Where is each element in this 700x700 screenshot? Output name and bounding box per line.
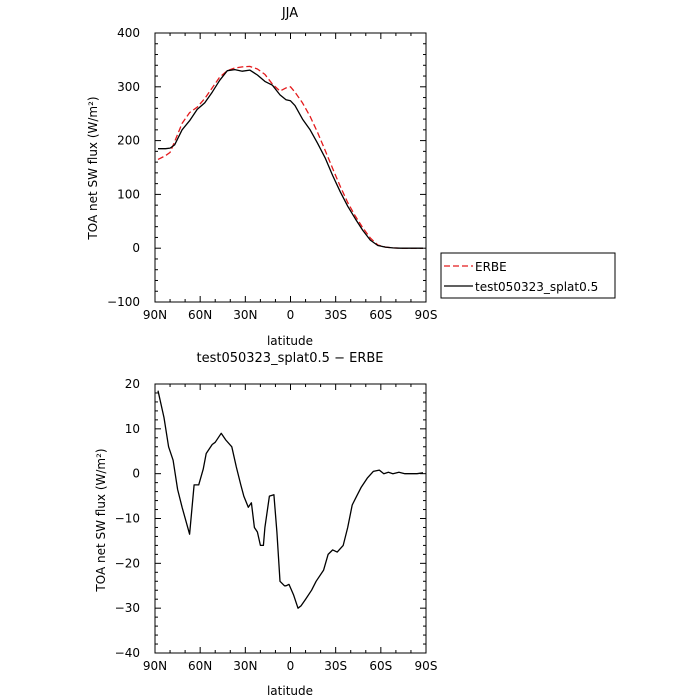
x-tick-label: 90N [143,659,167,673]
series-line-test050323-splat0-5 [158,68,423,249]
y-tick-label: 200 [117,134,140,148]
y-tick-label: −10 [115,512,140,526]
top-ticks: 90N 60N 30N 0 30S 60S 90S −100 0 100 200 300 400 [107,26,437,322]
series-line-erbe [157,65,423,249]
difference-line [157,390,424,609]
x-tick-label: 30S [324,659,347,673]
legend: ERBE test050323_splat0.5 [440,252,616,299]
bottom-series-lines [157,390,424,609]
y-tick-label: 10 [125,422,140,436]
y-tick-label: 0 [132,467,140,481]
x-tick-label: 30N [233,308,257,322]
x-tick-label: 60N [188,659,212,673]
top-series-lines [157,65,423,249]
top-plot-frame [154,32,427,303]
bottom-chart-title: test050323_splat0.5 − ERBE [196,351,383,366]
legend-label-erbe: ERBE [475,260,507,274]
x-tick-label: 90S [415,308,438,322]
top-y-axis-label: TOA net SW flux (W/m²) [86,96,100,240]
x-tick-label: 30N [233,659,257,673]
y-tick-label: −40 [115,646,140,660]
x-tick-label: 90S [415,659,438,673]
y-tick-label: −100 [107,295,140,309]
x-tick-label: 0 [287,308,295,322]
y-tick-label: −30 [115,601,140,615]
top-panel: JJA TOA net SW flux (W/m²) latitude 90N 6… [86,6,616,348]
bottom-x-axis-label: latitude [267,684,313,698]
y-tick-label: 20 [125,377,140,391]
top-chart-title: JJA [281,6,298,21]
y-tick-label: 0 [132,241,140,255]
x-tick-label: 60N [188,308,212,322]
bottom-plot-frame [154,383,427,654]
x-tick-label: 60S [369,308,392,322]
x-tick-label: 0 [287,659,295,673]
bottom-panel: test050323_splat0.5 − ERBE TOA net SW fl… [94,351,437,698]
legend-box [440,252,616,299]
top-x-axis-label: latitude [267,334,313,348]
legend-label-test: test050323_splat0.5 [475,280,598,294]
x-tick-label: 90N [143,308,167,322]
y-tick-label: −20 [115,556,140,570]
y-tick-label: 100 [117,187,140,201]
y-tick-label: 400 [117,26,140,40]
x-tick-label: 30S [324,308,347,322]
bottom-y-axis-label: TOA net SW flux (W/m²) [94,448,108,592]
y-tick-label: 300 [117,80,140,94]
x-tick-label: 60S [369,659,392,673]
